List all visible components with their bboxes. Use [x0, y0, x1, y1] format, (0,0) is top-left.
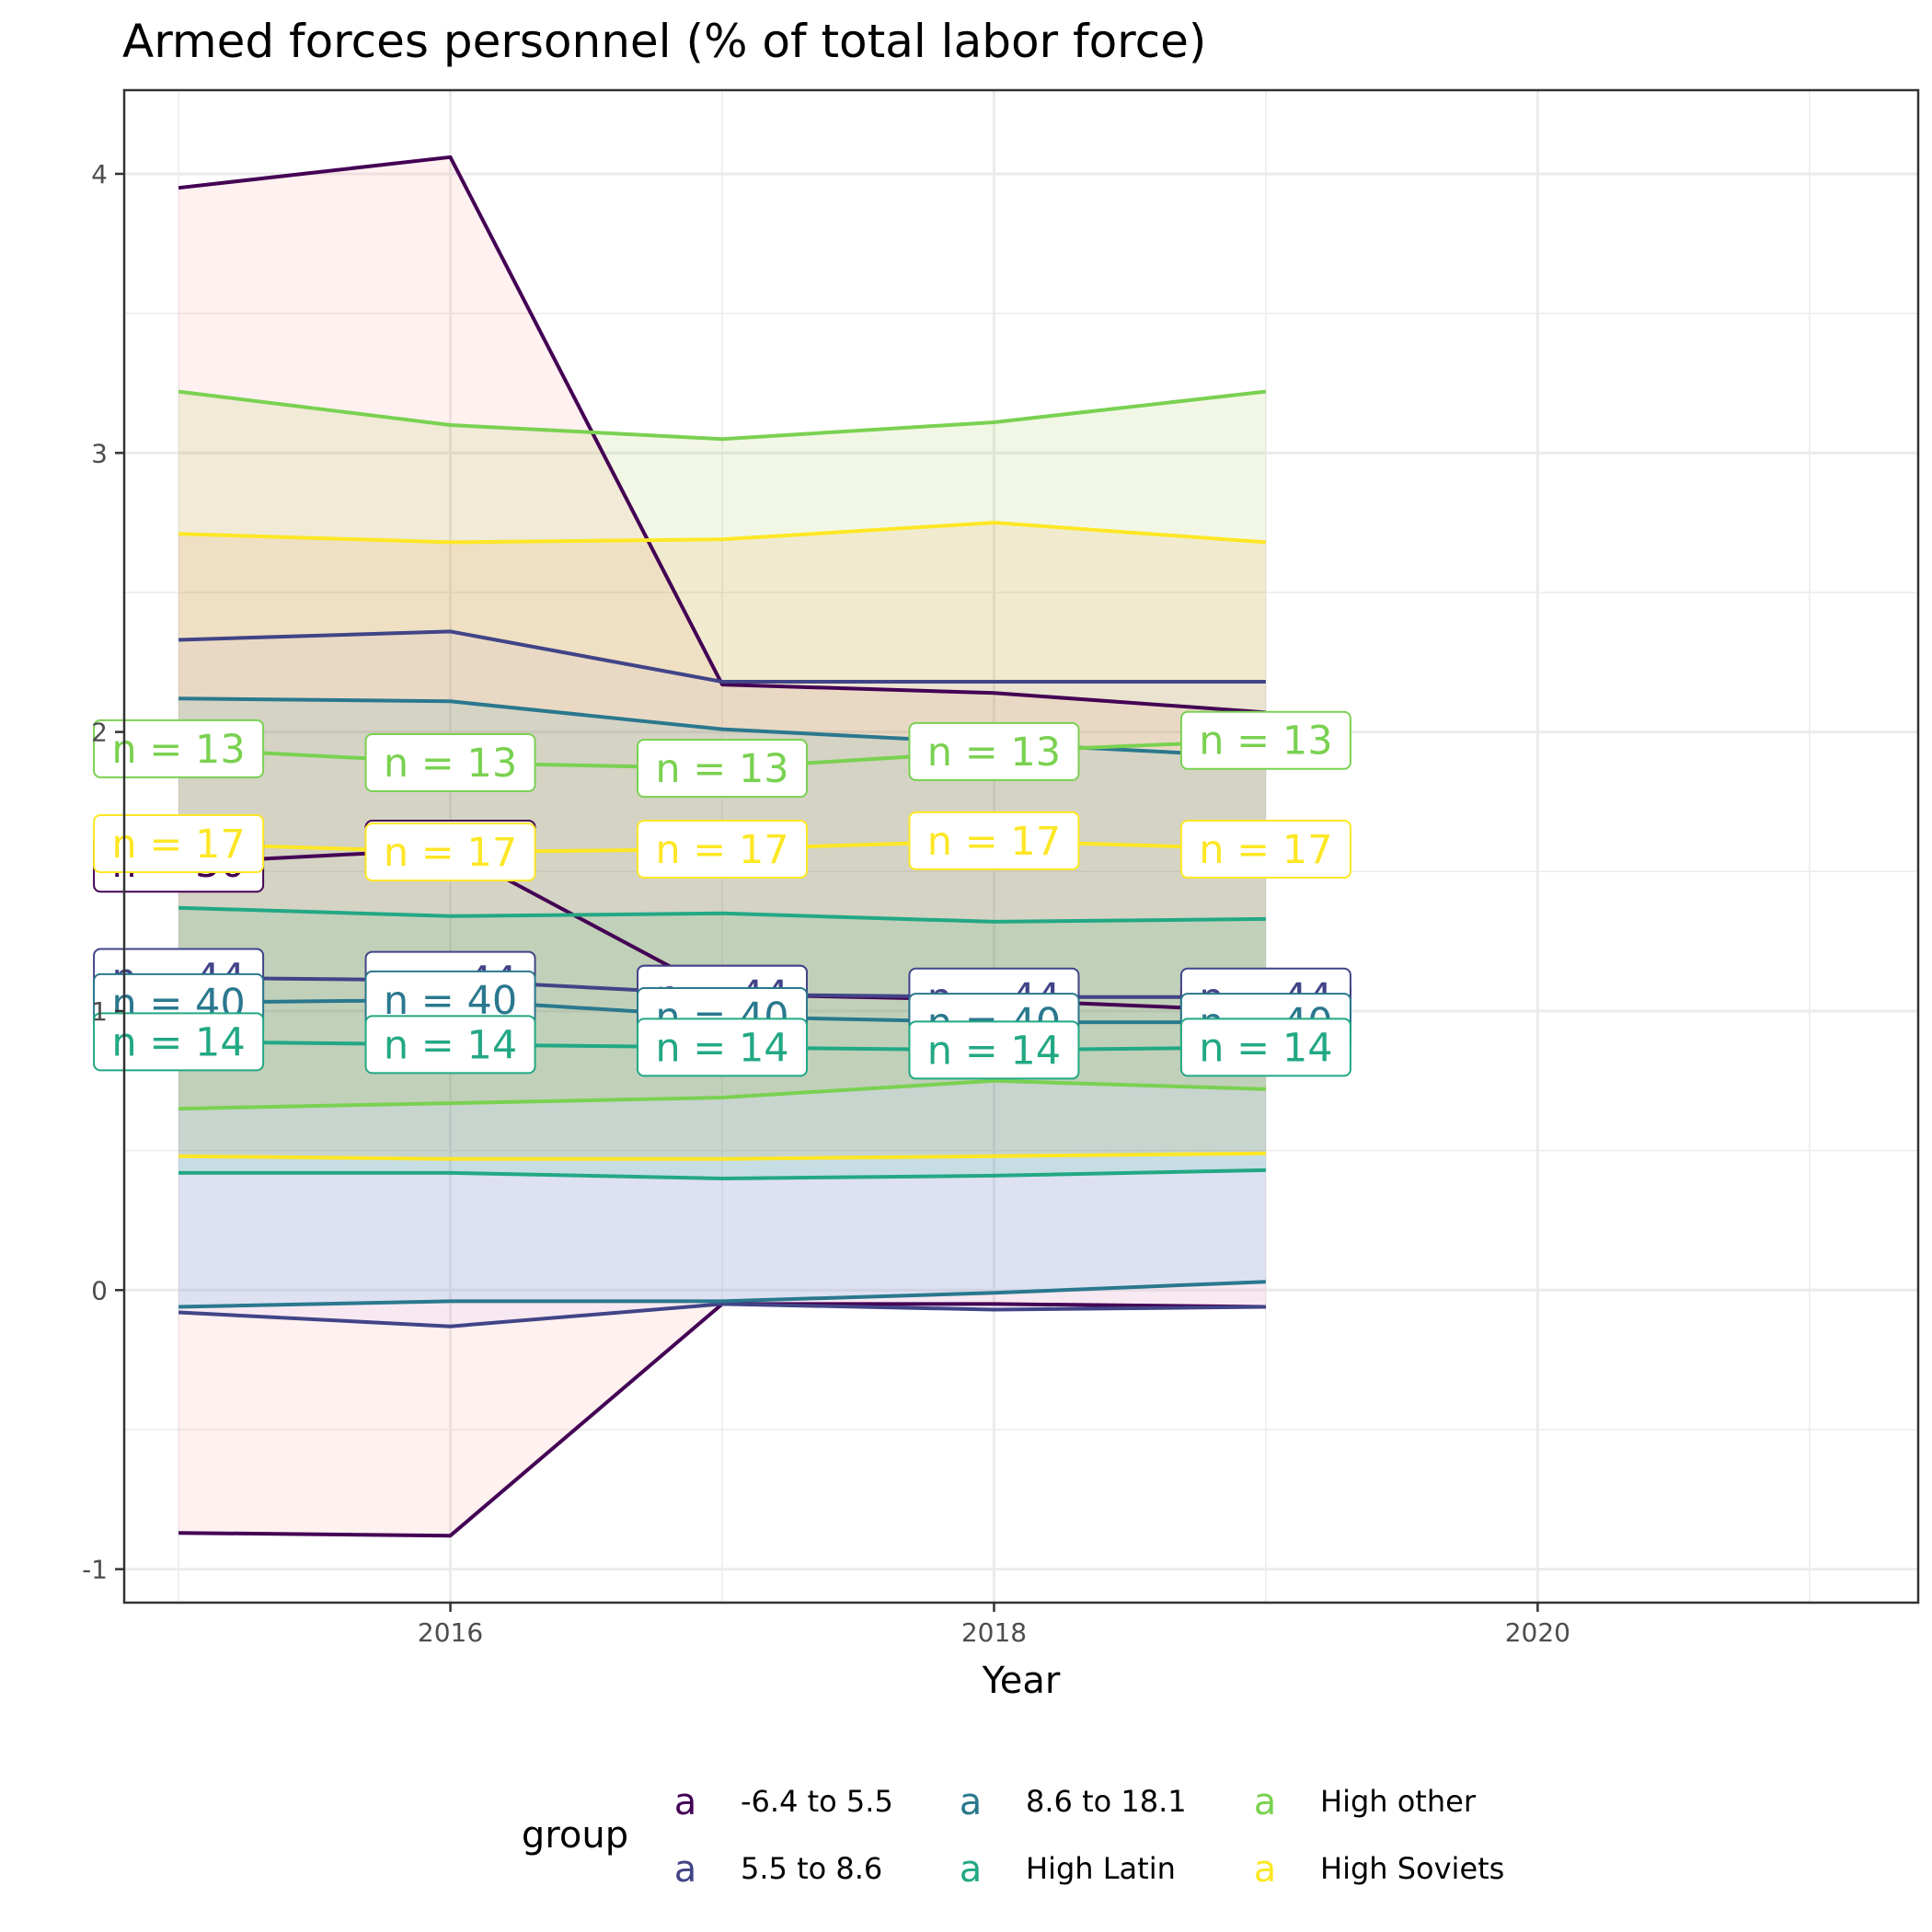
series-3-lower-line — [178, 1167, 1266, 1180]
n-label-text: n = 14 — [655, 1025, 788, 1071]
legend-item: a High Soviets — [1254, 1848, 1505, 1891]
x-tick-label: 2018 — [961, 1617, 1027, 1648]
legend-item: a -6.4 to 5.5 — [674, 1781, 893, 1823]
n-label-text: n = 17 — [111, 822, 245, 868]
series-5-lower-line — [178, 1151, 1266, 1161]
legend-label: High other — [1320, 1784, 1477, 1819]
y-tick-label: 2 — [91, 718, 108, 748]
n-label-text: n = 14 — [927, 1028, 1061, 1074]
legend-key-glyph: a — [1254, 1848, 1277, 1891]
n-label-box — [637, 820, 808, 880]
legend-item: a 5.5 to 8.6 — [674, 1848, 883, 1891]
n-label-text: n = 14 — [384, 1022, 517, 1068]
n-label-text: n = 13 — [111, 727, 245, 773]
legend-label: High Latin — [1026, 1851, 1176, 1886]
legend-key-glyph: a — [960, 1848, 983, 1891]
n-label: n = 13 — [93, 719, 265, 778]
n-label-text: n = 17 — [384, 830, 517, 876]
n-label-text: n = 13 — [1199, 719, 1332, 765]
x-tick-label: 2020 — [1505, 1617, 1570, 1648]
n-labels: n = 30n = 30n = 30n = 30n = 30n = 44n = … — [93, 710, 1351, 1080]
legend-key-glyph: a — [1254, 1781, 1277, 1823]
legend-key-glyph: a — [960, 1781, 983, 1823]
n-label-text: n = 13 — [655, 746, 788, 792]
series-2-lower-line — [178, 1280, 1266, 1309]
n-label-box — [908, 1020, 1080, 1080]
n-label: n = 13 — [364, 733, 536, 793]
series-4-upper-line — [178, 389, 1267, 442]
n-label: n = 14 — [1179, 1018, 1351, 1077]
n-label-box — [364, 822, 536, 882]
n-label: n = 13 — [908, 721, 1080, 781]
legend-label: 5.5 to 8.6 — [741, 1851, 882, 1886]
n-label-box — [93, 813, 265, 873]
n-label-box — [637, 1018, 808, 1077]
series-1-lower-line — [178, 1302, 1266, 1328]
n-label-box — [364, 1015, 536, 1075]
series-4-lower-line — [178, 1078, 1266, 1111]
n-label-box — [93, 719, 265, 778]
n-label: n = 13 — [637, 739, 808, 799]
y-tick-label: -1 — [82, 1555, 108, 1585]
n-label-text: n = 13 — [384, 741, 517, 787]
n-label: n = 14 — [637, 1018, 808, 1077]
n-label-box — [1179, 820, 1351, 880]
y-tick-label: 3 — [91, 438, 108, 468]
n-label-text: n = 14 — [1199, 1025, 1332, 1071]
n-label: n = 14 — [908, 1020, 1080, 1080]
x-tick-label: 2016 — [418, 1617, 483, 1648]
n-label-box — [93, 1012, 265, 1072]
legend: group a -6.4 to 5.5 a 5.5 to 8.6 a 8.6 to 18.1… — [522, 1781, 1504, 1891]
n-label-text: n = 14 — [111, 1019, 245, 1065]
n-label-text: n = 17 — [927, 819, 1061, 865]
legend-key-glyph: a — [674, 1848, 697, 1891]
x-axis-title: Year — [982, 1660, 1061, 1702]
n-label: n = 17 — [93, 813, 265, 873]
n-label-box — [908, 721, 1080, 781]
n-label-box — [637, 739, 808, 799]
chart-title: Armed forces personnel (% of total labor… — [122, 15, 1206, 68]
n-label-box — [364, 733, 536, 793]
n-label: n = 14 — [364, 1015, 536, 1075]
y-tick-label: 1 — [91, 996, 108, 1027]
n-label-text: n = 17 — [1199, 827, 1332, 873]
legend-item: a 8.6 to 18.1 — [960, 1781, 1187, 1823]
series-0-upper-line — [178, 155, 1267, 715]
n-label-text: n = 17 — [655, 827, 788, 873]
legend-label: High Soviets — [1320, 1851, 1504, 1886]
n-label-text: n = 13 — [927, 730, 1061, 776]
n-label: n = 17 — [364, 822, 536, 882]
n-label-box — [1179, 1018, 1351, 1077]
series-1-upper-line — [178, 629, 1266, 684]
n-label: n = 17 — [637, 820, 808, 880]
plot-area: n = 30n = 30n = 30n = 30n = 30n = 44n = … — [82, 88, 1920, 1648]
legend-label: 8.6 to 18.1 — [1026, 1784, 1187, 1819]
n-label-box — [908, 811, 1080, 870]
panel-border — [122, 88, 1920, 1604]
y-tick-label: 4 — [91, 159, 108, 190]
legend-title: group — [522, 1814, 628, 1857]
legend-item: a High other — [1254, 1781, 1477, 1823]
n-label-box — [1179, 710, 1351, 770]
n-label: n = 17 — [908, 811, 1080, 870]
legend-label: -6.4 to 5.5 — [741, 1784, 893, 1819]
n-label: n = 17 — [1179, 820, 1351, 880]
n-label: n = 14 — [93, 1012, 265, 1072]
y-tick-label: 0 — [91, 1275, 108, 1305]
series-5-upper-line — [178, 521, 1267, 545]
legend-item: a High Latin — [960, 1848, 1176, 1891]
series-3-upper-line — [178, 905, 1266, 924]
n-label: n = 13 — [1179, 710, 1351, 770]
legend-key-glyph: a — [674, 1781, 697, 1823]
